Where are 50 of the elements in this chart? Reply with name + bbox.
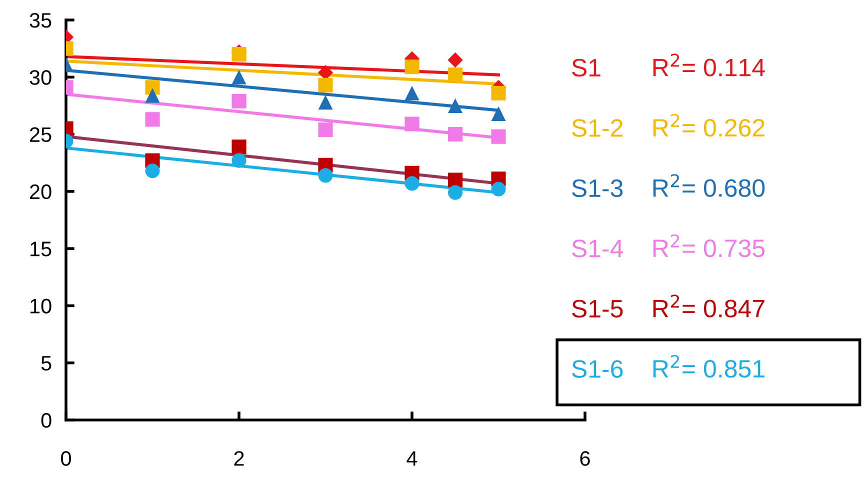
point bbox=[448, 172, 463, 188]
point bbox=[318, 168, 333, 183]
text: S1-5 bbox=[572, 300, 623, 318]
point bbox=[448, 185, 463, 200]
x-tick-label: 2 bbox=[234, 451, 244, 466]
point bbox=[448, 98, 463, 113]
point bbox=[232, 140, 246, 154]
point bbox=[318, 95, 333, 110]
text: R$^{2}$= 0.262 bbox=[653, 114, 764, 137]
point bbox=[491, 182, 506, 196]
point bbox=[448, 127, 463, 142]
text: S1-4 bbox=[572, 240, 623, 258]
y-tick-label: 10 bbox=[30, 298, 52, 314]
point bbox=[404, 60, 420, 74]
point bbox=[448, 68, 463, 82]
y-tick-label: 35 bbox=[30, 13, 52, 28]
y-tick-label: 0 bbox=[41, 413, 52, 428]
point bbox=[318, 78, 333, 92]
text: R$^{2}$= 0.680 bbox=[653, 174, 765, 197]
point bbox=[232, 94, 246, 108]
text: S1-3 bbox=[572, 179, 623, 198]
y-tick-label: 20 bbox=[30, 184, 52, 200]
point bbox=[491, 86, 506, 100]
y-tick-label: 25 bbox=[30, 127, 52, 142]
point bbox=[491, 129, 506, 144]
point bbox=[448, 52, 463, 68]
point bbox=[145, 112, 160, 127]
text: S1 bbox=[572, 58, 600, 77]
text: S1-6 bbox=[572, 360, 623, 378]
y-tick-label: 30 bbox=[30, 70, 52, 85]
point bbox=[232, 47, 246, 62]
y-tick-label: 5 bbox=[41, 356, 52, 371]
text: R$^{2}$= 0.851 bbox=[653, 354, 764, 378]
point bbox=[232, 153, 246, 168]
x-tick-label: 4 bbox=[406, 451, 418, 466]
point bbox=[145, 164, 160, 178]
point bbox=[404, 116, 420, 132]
y-tick-label: 15 bbox=[30, 242, 52, 256]
point bbox=[145, 88, 160, 103]
point bbox=[318, 122, 333, 137]
text: R$^{2}$= 0.735 bbox=[653, 234, 765, 258]
text: R$^{2}$= 0.847 bbox=[653, 294, 764, 318]
point bbox=[404, 176, 420, 191]
point bbox=[232, 70, 246, 84]
x-tick-label: 6 bbox=[580, 451, 590, 466]
point bbox=[491, 106, 506, 121]
point bbox=[404, 86, 420, 100]
text: R$^{2}$= 0.114 bbox=[653, 54, 765, 76]
text: S1-2 bbox=[572, 119, 622, 137]
x-tick-label: 0 bbox=[61, 451, 71, 466]
